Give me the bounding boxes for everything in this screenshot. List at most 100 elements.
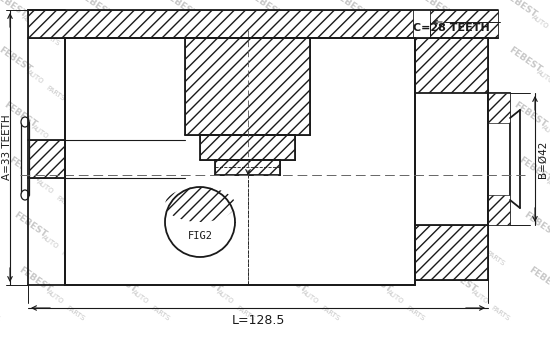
Text: FEBEST: FEBEST [417,0,453,20]
Text: FEBEST: FEBEST [267,210,303,239]
Text: AUTO: AUTO [540,124,550,140]
Text: FEBEST: FEBEST [87,100,123,130]
Text: AUTO: AUTO [365,69,384,85]
Text: AUTO: AUTO [455,124,475,140]
Text: AUTO: AUTO [470,289,490,305]
Text: PARTS: PARTS [400,249,420,267]
Text: FEBEST: FEBEST [17,265,53,295]
Text: B=Ø42: B=Ø42 [538,140,548,178]
Text: PARTS: PARTS [40,29,60,47]
Bar [28,10,413,38]
Text: AUTO: AUTO [295,234,315,250]
Text: PARTS: PARTS [315,249,336,267]
Text: AUTO: AUTO [300,289,320,305]
Text: AUTO: AUTO [190,14,210,30]
Text: FEBEST: FEBEST [357,265,393,295]
Text: PARTS: PARTS [475,140,496,156]
Text: FEBEST: FEBEST [522,210,550,239]
Text: PARTS: PARTS [54,194,75,212]
Text: FEBEST: FEBEST [422,45,458,74]
Text: FEBEST: FEBEST [337,45,373,74]
Text: FEBEST: FEBEST [167,45,203,74]
Text: PARTS: PARTS [310,194,331,212]
Text: PARTS: PARTS [210,29,230,47]
Bar [215,160,280,175]
Text: PARTS: PARTS [64,305,85,321]
Text: FEBEST: FEBEST [347,155,383,185]
Text: AUTO: AUTO [386,289,405,305]
Text: FEBEST: FEBEST [252,45,288,74]
Text: PARTS: PARTS [379,29,400,47]
Text: FEBEST: FEBEST [162,0,198,20]
Text: PARTS: PARTS [219,140,240,156]
Text: FEBEST: FEBEST [352,210,388,239]
Text: AUTO: AUTO [116,124,135,140]
Text: PARTS: PARTS [229,249,250,267]
Text: AUTO: AUTO [215,289,235,305]
Text: PARTS: PARTS [150,305,170,321]
Bar [415,38,488,93]
Text: AUTO: AUTO [375,179,395,195]
Text: FEBEST: FEBEST [12,210,48,239]
Text: AUTO: AUTO [205,179,225,195]
Text: AUTO: AUTO [460,179,480,195]
Text: AUTO: AUTO [25,69,45,85]
Text: PARTS: PARTS [145,249,166,267]
Text: FEBEST: FEBEST [437,210,473,239]
Text: PARTS: PARTS [224,194,245,212]
Text: AUTO: AUTO [290,179,310,195]
Text: AUTO: AUTO [210,234,230,250]
Text: AUTO: AUTO [380,234,400,250]
Text: FEBEST: FEBEST [502,0,538,20]
Bar [200,135,295,160]
Text: FEBEST: FEBEST [507,45,543,74]
Text: PARTS: PARTS [300,84,321,102]
Text: FEBEST: FEBEST [0,0,28,20]
Bar [488,195,510,225]
Text: FEBEST: FEBEST [262,155,298,185]
Text: FEBEST: FEBEST [182,210,218,239]
Text: PARTS: PARTS [45,84,65,102]
Text: AUTO: AUTO [30,124,50,140]
Text: AUTO: AUTO [360,14,379,30]
Bar [415,225,488,280]
Text: AUTO: AUTO [45,289,65,305]
Text: FEBEST: FEBEST [442,265,478,295]
Text: PARTS: PARTS [320,305,340,321]
Text: PARTS: PARTS [125,29,145,47]
Text: PARTS: PARTS [305,140,326,156]
Text: AUTO: AUTO [370,124,390,140]
Text: FEBEST: FEBEST [512,100,548,130]
Bar [21,122,29,195]
Text: L=128.5: L=128.5 [232,314,285,327]
Text: AUTO: AUTO [535,69,550,85]
Text: PARTS: PARTS [485,249,505,267]
Bar [65,38,415,285]
Text: PARTS: PARTS [295,29,315,47]
Text: AUTO: AUTO [111,69,130,85]
Text: FEBEST: FEBEST [82,45,118,74]
Text: FEBEST: FEBEST [527,265,550,295]
Bar [488,93,510,123]
Text: PARTS: PARTS [405,305,425,321]
Text: C=28 TEETH: C=28 TEETH [413,23,490,33]
Text: AUTO: AUTO [35,179,54,195]
Text: AUTO: AUTO [285,124,305,140]
Text: FEBEST: FEBEST [342,100,378,130]
Text: FEBEST: FEBEST [432,155,468,185]
Text: FEBEST: FEBEST [517,155,550,185]
Text: AUTO: AUTO [195,69,215,85]
Text: PARTS: PARTS [480,194,501,212]
Bar [430,10,498,38]
Text: PARTS: PARTS [214,84,235,102]
Text: AUTO: AUTO [276,14,295,30]
Text: FEBEST: FEBEST [102,265,138,295]
Text: PARTS: PARTS [135,140,156,156]
Text: FEBEST: FEBEST [247,0,283,20]
Text: AUTO: AUTO [40,234,60,250]
Ellipse shape [21,117,29,127]
Text: PARTS: PARTS [130,84,150,102]
Text: AUTO: AUTO [200,124,219,140]
Text: PARTS: PARTS [140,194,161,212]
Text: PARTS: PARTS [394,194,415,212]
